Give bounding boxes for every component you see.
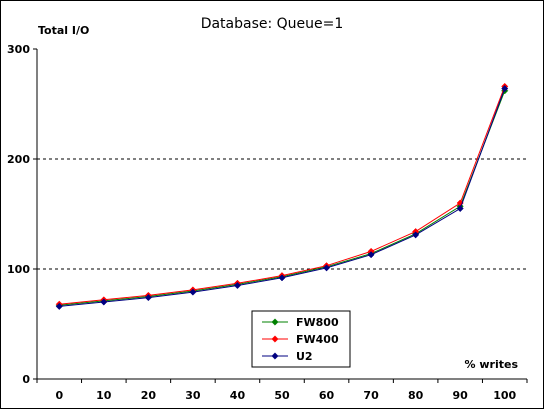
data-point-u2 <box>55 302 63 310</box>
x-tick-label: 70 <box>363 389 379 402</box>
x-tick-label: 20 <box>141 389 157 402</box>
x-tick-label: 100 <box>493 389 516 402</box>
gridlines <box>37 158 527 270</box>
data-point-u2 <box>501 85 509 93</box>
x-tick-label: 80 <box>408 389 424 402</box>
legend-label-fw400: FW400 <box>296 333 339 346</box>
axes <box>33 48 528 383</box>
data-point-u2 <box>189 288 197 296</box>
x-tick-label: 60 <box>319 389 335 402</box>
x-tick-label: 50 <box>274 389 290 402</box>
x-axis-label: % writes <box>465 358 519 371</box>
x-tick-label: 10 <box>96 389 112 402</box>
series-group <box>55 82 509 310</box>
legend-label-fw800: FW800 <box>296 316 339 329</box>
x-tick-label: 40 <box>230 389 246 402</box>
legend: FW800 FW400 U2 <box>251 310 351 368</box>
data-point-u2 <box>367 251 375 259</box>
data-point-u2 <box>100 298 108 306</box>
y-axis-label: Total I/O <box>38 24 89 37</box>
x-tick-label: 0 <box>55 389 63 402</box>
y-tick-label: 0 <box>22 373 30 386</box>
series-line-fw400 <box>59 86 506 305</box>
legend-marker-fw800 <box>271 318 279 326</box>
data-point-u2 <box>412 231 420 239</box>
data-point-u2 <box>144 294 152 302</box>
data-point-u2 <box>278 274 286 282</box>
data-point-u2 <box>322 264 331 272</box>
y-tick-label: 100 <box>7 263 30 276</box>
legend-marker-fw400 <box>271 335 279 343</box>
data-point-u2 <box>456 204 464 213</box>
y-tick-label: 200 <box>7 153 30 166</box>
y-tick-label: 300 <box>7 43 30 56</box>
chart-title: Database: Queue=1 <box>201 16 344 32</box>
legend-label-u2: U2 <box>296 350 313 363</box>
legend-marker-u2 <box>271 352 279 360</box>
data-point-u2 <box>233 281 242 290</box>
tick-labels: 0 100 200 300 0 10 20 30 40 50 60 70 80 90 100 <box>7 43 517 402</box>
x-tick-label: 90 <box>453 389 469 402</box>
x-tick-label: 30 <box>185 389 201 402</box>
